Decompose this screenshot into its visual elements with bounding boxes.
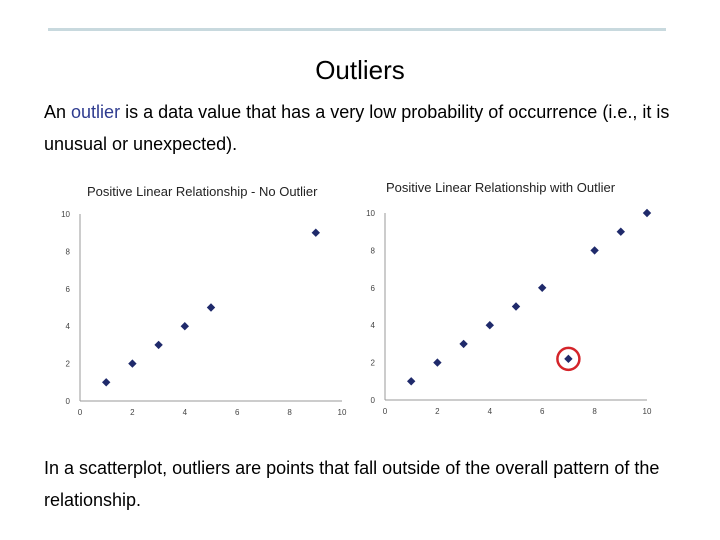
data-point — [511, 302, 521, 311]
x-tick-label-with-outlier: 2 — [435, 407, 440, 416]
x-tick-label-no-outlier: 2 — [130, 408, 135, 417]
y-tick-label-with-outlier: 0 — [371, 396, 376, 405]
y-tick-label-with-outlier: 10 — [366, 209, 375, 218]
data-point — [433, 358, 442, 367]
data-point — [642, 208, 652, 218]
y-tick-label-no-outlier: 8 — [66, 247, 71, 256]
data-point — [206, 303, 216, 312]
outlier-term: outlier — [71, 102, 121, 122]
x-tick-label-with-outlier: 6 — [540, 407, 545, 416]
outlier-highlight-circle — [556, 346, 581, 372]
x-tick-label-with-outlier: 10 — [643, 407, 652, 416]
x-tick-label-no-outlier: 10 — [338, 408, 347, 417]
y-tick-label-no-outlier: 10 — [61, 210, 70, 219]
definition-rest: is a data value that has a very low prob… — [44, 102, 670, 154]
y-tick-label-no-outlier: 4 — [66, 322, 71, 331]
x-tick-label-no-outlier: 0 — [78, 408, 83, 417]
x-tick-label-no-outlier: 6 — [235, 408, 240, 417]
data-point — [180, 322, 189, 331]
y-tick-label-with-outlier: 8 — [371, 246, 376, 255]
data-point — [590, 246, 599, 255]
data-point — [616, 227, 625, 236]
y-tick-label-no-outlier: 6 — [66, 285, 71, 294]
outlier-point — [564, 354, 573, 364]
data-point — [459, 339, 468, 349]
chart-title-no-outlier: Positive Linear Relationship - No Outlie… — [87, 184, 318, 199]
data-point — [538, 283, 547, 292]
top-divider — [48, 28, 666, 31]
data-point — [407, 377, 416, 386]
y-tick-label-no-outlier: 2 — [66, 360, 71, 369]
data-point — [311, 228, 320, 237]
slide-title: Outliers — [315, 55, 405, 85]
x-tick-label-no-outlier: 8 — [287, 408, 292, 417]
y-tick-label-with-outlier: 6 — [371, 284, 376, 293]
x-tick-label-with-outlier: 8 — [592, 407, 597, 416]
definition-paragraph: An outlier is a data value that has a ve… — [44, 96, 684, 160]
chart-title-with-outlier: Positive Linear Relationship with Outlie… — [386, 180, 616, 195]
y-tick-label-with-outlier: 4 — [371, 321, 376, 330]
x-tick-label-no-outlier: 4 — [183, 408, 188, 417]
x-tick-label-with-outlier: 0 — [383, 407, 388, 416]
y-tick-label-with-outlier: 2 — [371, 359, 376, 368]
definition-lead: An — [44, 102, 72, 122]
y-tick-label-no-outlier: 0 — [66, 397, 71, 406]
data-point — [128, 359, 137, 368]
x-tick-label-with-outlier: 4 — [488, 407, 493, 416]
data-point — [485, 321, 494, 330]
scatterplot-paragraph: In a scatterplot, outliers are points th… — [44, 458, 660, 510]
data-point — [154, 340, 163, 350]
data-point — [102, 378, 111, 387]
